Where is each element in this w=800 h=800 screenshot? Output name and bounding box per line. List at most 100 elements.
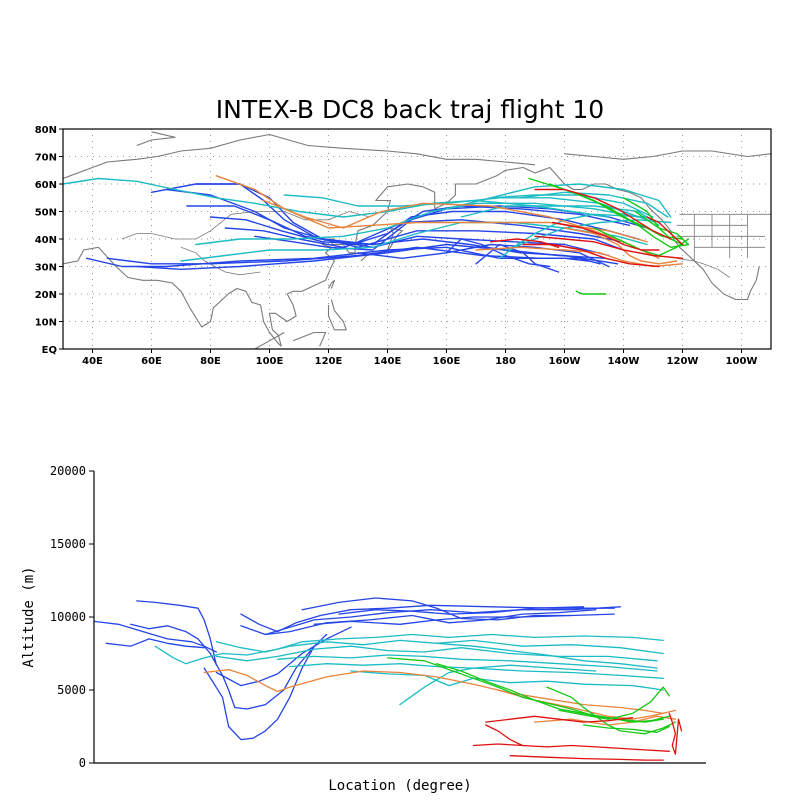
map-y-tick-label: 30N — [35, 263, 57, 274]
map-y-tick-label: EQ — [42, 345, 57, 356]
coastline-1 — [268, 166, 760, 347]
chart-title: INTEX-B DC8 back traj flight 10 — [216, 95, 604, 124]
altitude-trajectory-27 — [582, 724, 670, 733]
map-trajectory-30 — [593, 227, 690, 257]
altitude-y-tick-label: 15000 — [50, 537, 86, 551]
altitude-y-ticks: 0 5000 10000 15000 20000 — [50, 464, 94, 770]
map-x-tick-label: 140E — [374, 356, 402, 367]
map-x-tick-label: 120E — [315, 356, 343, 367]
altitude-trajectory-12 — [154, 633, 664, 665]
map-trajectory-31 — [575, 290, 607, 295]
map-x-tick-label: 100W — [726, 356, 758, 367]
map-x-tick-label: 140W — [608, 356, 640, 367]
altitude-trajectory-5 — [215, 626, 352, 687]
map-trajectory-37 — [552, 221, 660, 251]
map-trajectory-33 — [534, 188, 672, 240]
map-x-tick-label: 180 — [495, 356, 516, 367]
border-10 — [121, 211, 370, 240]
altitude-trajectory-19 — [436, 642, 658, 669]
map-x-tick-label: 120W — [667, 356, 699, 367]
map-trajectory-20 — [498, 213, 648, 259]
altitude-trajectory-6 — [240, 604, 615, 633]
map-grid — [63, 129, 771, 349]
map-trajectory-6 — [186, 205, 625, 246]
altitude-trajectory-4 — [203, 633, 328, 741]
map-y-tick-label: 70N — [35, 153, 57, 164]
map-trajectory-25 — [563, 227, 678, 265]
altitude-panel: 0 5000 10000 15000 20000 Location (degree) A… — [21, 464, 706, 794]
altitude-y-tick-label: 5000 — [57, 683, 86, 697]
altitude-trajectory-24 — [436, 663, 670, 723]
altitude-trajectory-7 — [240, 606, 621, 636]
map-trajectories — [63, 175, 690, 295]
map-x-tick-label: 80E — [200, 356, 221, 367]
map-x-tick-label: 40E — [82, 356, 103, 367]
coastline-5 — [63, 133, 536, 180]
altitude-y-tick-label: 0 — [79, 756, 86, 770]
altitude-trajectory-30 — [485, 715, 634, 723]
map-trajectory-7 — [209, 210, 639, 246]
map-trajectory-32 — [634, 210, 690, 246]
coastline-6 — [564, 150, 771, 160]
map-panel: 40E 60E 80E 100E 120E 140E 160E 180 160W 140W 120W… — [35, 125, 772, 367]
coastline-7 — [136, 131, 176, 147]
map-y-tick-label: 50N — [35, 208, 57, 219]
altitude-y-tick-label: 20000 — [50, 464, 86, 478]
coastline-3 — [328, 279, 335, 289]
altitude-trajectory-1 — [105, 638, 205, 649]
altitude-trajectory-18 — [399, 664, 597, 706]
altitude-trajectory-25 — [546, 686, 677, 735]
coastline-9 — [292, 331, 327, 347]
map-y-tick-labels: EQ 10N 20N 30N 40N 50N 60N 70N 80N — [35, 125, 63, 356]
altitude-y-axis-label: Altitude (m) — [21, 566, 37, 667]
altitude-trajectory-17 — [350, 670, 664, 691]
map-trajectory-17 — [519, 191, 669, 218]
border-9 — [180, 246, 261, 276]
map-trajectory-8 — [224, 205, 631, 248]
map-trajectory-11 — [475, 243, 560, 273]
map-trajectory-1 — [106, 246, 601, 265]
map-y-tick-label: 60N — [35, 180, 57, 191]
altitude-trajectory-10 — [338, 606, 585, 615]
map-x-tick-label: 60E — [141, 356, 162, 367]
map-x-tick-label: 160W — [549, 356, 581, 367]
coastline-8 — [254, 332, 285, 349]
map-x-tick-label: 100E — [256, 356, 284, 367]
map-trajectory-28 — [549, 183, 684, 240]
map-trajectory-24 — [262, 199, 660, 259]
coastline-0 — [63, 246, 282, 347]
altitude-y-tick-label: 10000 — [50, 610, 86, 624]
map-y-tick-label: 10N — [35, 318, 57, 329]
altitude-trajectory-31 — [485, 724, 524, 747]
map-trajectory-12 — [357, 243, 610, 268]
altitude-trajectory-2 — [136, 600, 218, 666]
altitude-trajectory-3 — [130, 623, 315, 710]
coastline-4 — [327, 299, 347, 331]
map-trajectory-18 — [490, 183, 672, 218]
altitude-trajectory-29 — [472, 743, 670, 752]
altitude-trajectory-15 — [276, 654, 658, 672]
altitude-trajectory-8 — [264, 609, 597, 636]
altitude-trajectory-32 — [668, 712, 683, 755]
map-y-tick-label: 40N — [35, 235, 57, 246]
altitude-trajectory-14 — [215, 645, 658, 662]
altitude-trajectory-26 — [558, 686, 670, 720]
map-y-tick-label: 20N — [35, 290, 57, 301]
map-x-tick-label: 160E — [433, 356, 461, 367]
map-borders — [121, 211, 771, 278]
border-1 — [676, 257, 730, 278]
map-trajectory-38 — [646, 216, 684, 246]
altitude-x-axis-label: Location (degree) — [328, 778, 471, 794]
map-x-tick-labels: 40E 60E 80E 100E 120E 140E 160E 180 160W 140W 120W… — [82, 349, 757, 367]
altitude-trajectory-13 — [215, 639, 664, 655]
altitude-trajectory-20 — [203, 668, 664, 715]
altitude-trajectory-16 — [289, 663, 664, 679]
map-trajectory-22 — [283, 194, 648, 221]
altitude-trajectory-11 — [313, 613, 615, 625]
map-y-tick-label: 80N — [35, 125, 57, 136]
map-trajectory-34 — [534, 235, 684, 259]
altitude-trajectory-28 — [509, 755, 664, 761]
map-coastlines — [63, 131, 771, 349]
